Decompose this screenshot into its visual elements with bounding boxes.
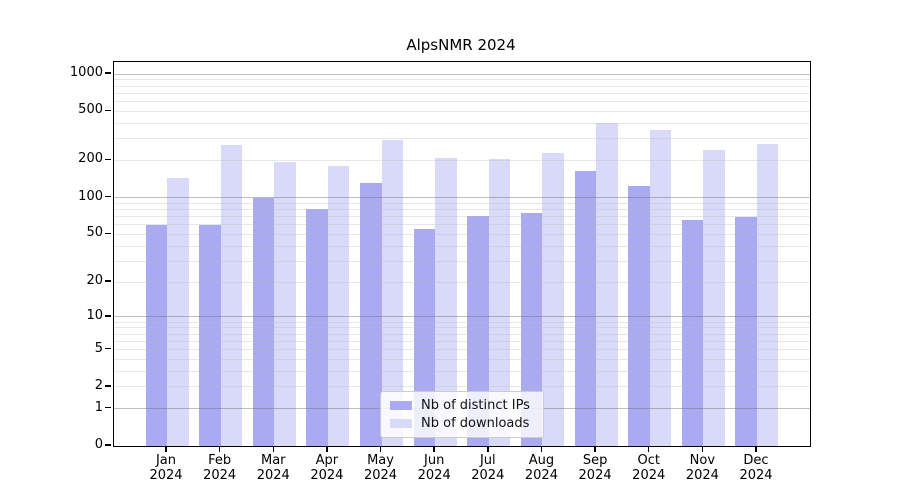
y-tick-label-5: 5 [94, 340, 103, 356]
x-tick-dec [755, 447, 757, 452]
x-tick-sep [594, 447, 596, 452]
bar-downloads-feb [220, 144, 243, 446]
x-tick-apr [326, 447, 328, 452]
y-tick-label-2: 2 [94, 377, 103, 393]
legend-label-ips: Nb of distinct IPs [421, 398, 530, 413]
gridline-300 [114, 138, 810, 140]
bar-downloads-nov [703, 149, 725, 446]
gridline-700 [114, 92, 810, 94]
y-tick-100 [105, 195, 111, 198]
bar-ips-aug [520, 212, 543, 446]
x-tick-oct [647, 447, 650, 452]
x-tick-mar [272, 447, 275, 452]
y-tick-200 [105, 158, 111, 161]
y-tick-label-1000: 1000 [69, 65, 103, 80]
bar-ips-dec [735, 217, 757, 446]
legend-row-downloads: Nb of downloads [390, 416, 534, 431]
gridline-500 [114, 110, 810, 112]
y-tick-20 [105, 280, 111, 282]
bar-ips-may [360, 183, 382, 446]
x-tick-jul [487, 447, 489, 452]
x-label-jun: Jun 2024 [417, 453, 451, 483]
bar-ips-feb [199, 224, 221, 446]
x-label-jan: Jan 2024 [149, 453, 183, 483]
y-tick-10 [105, 315, 111, 317]
bar-downloads-apr [327, 165, 350, 446]
bar-ips-jul [467, 215, 489, 446]
bar-downloads-jul [488, 158, 511, 446]
legend-label-downloads: Nb of downloads [421, 416, 530, 431]
bar-ips-oct [628, 185, 650, 446]
bar-downloads-may [381, 139, 404, 446]
y-tick-5 [105, 347, 111, 350]
x-tick-jun [433, 447, 435, 452]
y-tick-label-10: 10 [86, 307, 103, 323]
x-tick-aug [540, 447, 543, 452]
bar-downloads-mar [274, 162, 296, 446]
plot-area: Nb of distinct IPs Nb of downloads [113, 61, 811, 447]
x-label-aug: Aug 2024 [524, 453, 558, 483]
x-label-may: May 2024 [363, 453, 398, 483]
y-tick-500 [105, 109, 111, 112]
y-tick-1000 [105, 72, 111, 74]
bar-downloads-jun [435, 157, 457, 446]
legend-swatch-downloads [390, 419, 412, 428]
x-label-nov: Nov 2024 [685, 453, 719, 483]
legend-row-ips: Nb of distinct IPs [390, 398, 534, 413]
y-tick-1 [105, 406, 111, 409]
legend: Nb of distinct IPs Nb of downloads [380, 391, 544, 438]
gridline-800 [114, 85, 810, 87]
x-label-dec: Dec 2024 [739, 453, 773, 483]
y-tick-label-50: 50 [86, 225, 103, 241]
gridline-600 [114, 100, 810, 102]
y-tick-label-100: 100 [78, 188, 103, 204]
y-tick-50 [105, 232, 111, 235]
bar-ips-apr [306, 209, 328, 446]
bar-downloads-jan [167, 177, 189, 446]
y-tick-2 [105, 385, 111, 387]
legend-swatch-ips [390, 401, 412, 410]
x-label-mar: Mar 2024 [256, 453, 290, 483]
bar-downloads-oct [649, 130, 672, 446]
y-tick-label-20: 20 [86, 273, 103, 289]
y-tick-0 [105, 444, 111, 446]
x-label-jul: Jul 2024 [471, 453, 505, 483]
x-tick-feb [218, 447, 221, 452]
gridline-900 [114, 79, 810, 81]
x-label-feb: Feb 2024 [203, 453, 237, 483]
bar-ips-sep [574, 170, 597, 446]
y-tick-label-1: 1 [94, 399, 103, 415]
gridline-400 [114, 122, 810, 124]
bar-downloads-sep [596, 123, 618, 446]
bar-downloads-dec [756, 143, 779, 446]
bar-downloads-aug [542, 153, 564, 446]
y-tick-label-500: 500 [78, 102, 103, 118]
bar-ips-jan [145, 224, 167, 446]
x-tick-may [379, 447, 382, 452]
y-tick-label-0: 0 [94, 437, 103, 452]
x-tick-jan [165, 447, 167, 452]
x-label-sep: Sep 2024 [578, 453, 612, 483]
x-tick-nov [701, 447, 704, 452]
y-tick-label-200: 200 [78, 151, 103, 167]
x-label-oct: Oct 2024 [632, 453, 666, 483]
chart-title: AlpsNMR 2024 [406, 36, 516, 54]
bar-ips-nov [681, 219, 704, 446]
gridline-1000 [114, 73, 810, 75]
bar-ips-mar [252, 197, 275, 446]
x-label-apr: Apr 2024 [310, 453, 344, 483]
